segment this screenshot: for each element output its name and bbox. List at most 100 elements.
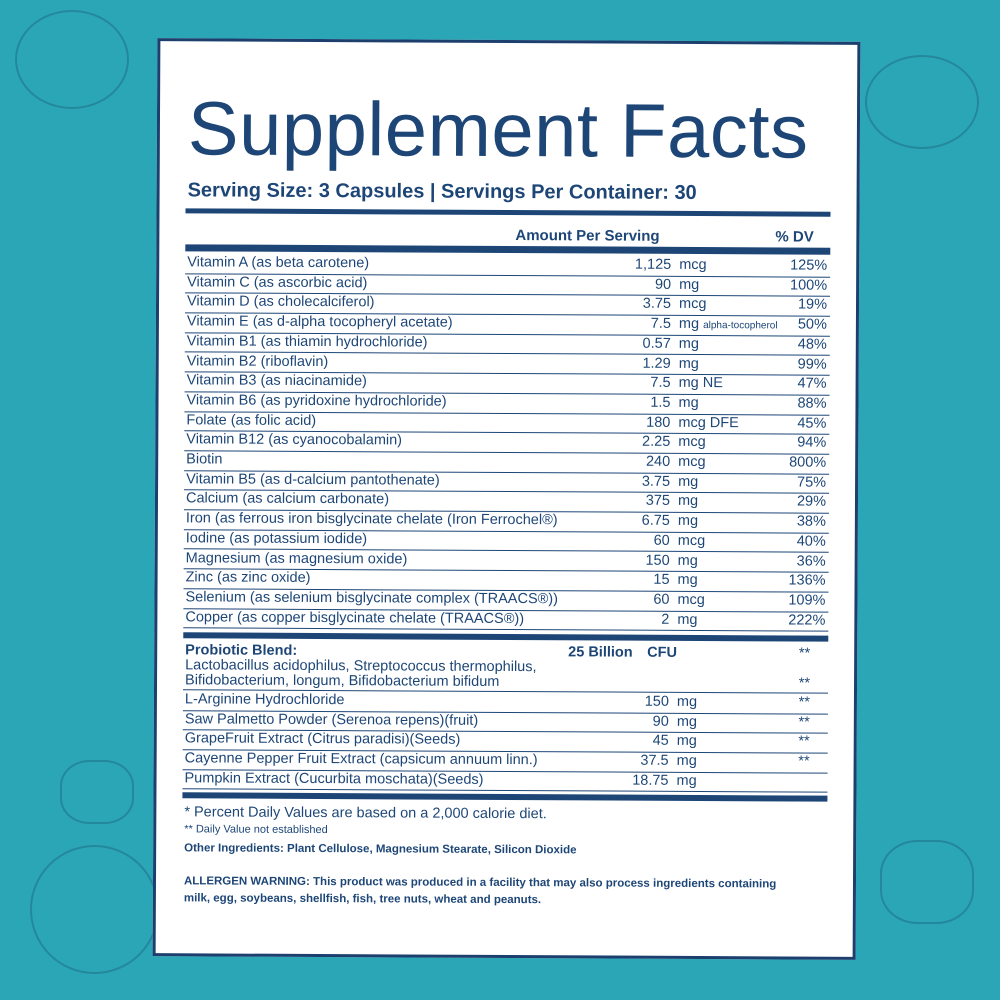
nutrient-amount: 1.29 bbox=[642, 355, 671, 372]
dv-header: % DV bbox=[775, 228, 814, 246]
nutrient-amount: 37.5 bbox=[640, 752, 669, 769]
nutrient-name: Saw Palmetto Powder (Serenoa repens)(fru… bbox=[184, 711, 479, 729]
nutrient-amount: 1.5 bbox=[650, 394, 671, 411]
unit-text: mg bbox=[678, 335, 700, 352]
unit-text: mcg bbox=[677, 591, 705, 608]
pumpkin-illustration-icon bbox=[15, 10, 129, 109]
nutrient-amount: 150 bbox=[645, 552, 670, 569]
nutrient-dv: 100% bbox=[789, 277, 828, 294]
nutrient-unit: mcg bbox=[679, 256, 707, 276]
nutrient-name: Folate (as folic acid) bbox=[186, 411, 317, 429]
unit-text: mg bbox=[676, 752, 697, 770]
nutrient-name: Vitamin B6 (as pyridoxine hydrochloride) bbox=[186, 392, 447, 410]
nutrient-amount: 180 bbox=[646, 414, 671, 431]
unit-text: mg bbox=[679, 276, 700, 293]
nutrient-unit: mg bbox=[677, 610, 697, 630]
divider bbox=[183, 632, 829, 642]
nutrient-unit: mg bbox=[678, 571, 698, 591]
nutrient-amount: 0.57 bbox=[642, 335, 671, 352]
unit-text: mg NE bbox=[678, 375, 723, 392]
nutrient-amount: 3.75 bbox=[642, 296, 672, 313]
nutrient-dv: 94% bbox=[797, 434, 827, 451]
nutrient-name: Magnesium (as magnesium oxide) bbox=[185, 549, 408, 567]
serving-info: Serving Size: 3 Capsules | Servings Per … bbox=[187, 179, 697, 204]
nutrient-dv: 75% bbox=[797, 474, 827, 491]
nutrient-dv: 36% bbox=[796, 553, 826, 570]
probiotic-amount: 25 Billion bbox=[568, 644, 633, 661]
unit-text: mg bbox=[678, 394, 699, 411]
nutrient-unit: mg bbox=[678, 394, 698, 414]
nutrient-name: Selenium (as selenium bisglycinate compl… bbox=[185, 589, 559, 608]
nutrient-unit: mg bbox=[678, 492, 698, 512]
unit-text: mg bbox=[676, 733, 697, 750]
nutrient-dv: ** bbox=[798, 694, 810, 711]
nutrient-amount: 1,125 bbox=[634, 256, 672, 273]
nutrient-unit: mg bbox=[677, 693, 697, 713]
nutrient-unit: mg bbox=[679, 335, 699, 355]
probiotic-unit: CFU bbox=[647, 644, 678, 661]
nutrient-amount: 18.75 bbox=[632, 772, 669, 789]
nutrient-dv: 29% bbox=[796, 493, 827, 511]
nutrient-dv: 40% bbox=[796, 533, 826, 550]
nutrient-unit: mg bbox=[678, 512, 698, 532]
unit-text: mg bbox=[677, 512, 699, 530]
nutrient-amount: 6.75 bbox=[641, 512, 670, 529]
pumpkin-illustration-icon bbox=[865, 55, 979, 149]
nutrient-dv: ** bbox=[798, 714, 810, 731]
nutrient-name: Vitamin B5 (as d-calcium pantothenate) bbox=[186, 471, 440, 489]
nutrient-name: GrapeFruit Extract (Citrus paradisi)(See… bbox=[184, 730, 461, 749]
nutrient-amount: 60 bbox=[653, 591, 670, 608]
vitamin-list: Vitamin A (as beta carotene) 1,125 mcg 1… bbox=[160, 41, 857, 632]
nutrient-amount: 90 bbox=[652, 713, 669, 730]
nutrient-amount: 60 bbox=[653, 532, 670, 549]
allergen-warning: milk, egg, soybeans, shellfish, fish, tr… bbox=[183, 892, 542, 907]
nutrient-dv: 136% bbox=[788, 572, 826, 589]
nutrient-amount: 240 bbox=[645, 453, 671, 470]
nutrient-unit: mg alpha-tocopherol bbox=[679, 315, 778, 336]
page-title: Supplement Facts bbox=[187, 86, 809, 175]
nutrient-unit: mg bbox=[678, 551, 698, 571]
nutrient-unit: mg NE bbox=[679, 374, 723, 394]
nutrient-amount: 45 bbox=[652, 733, 669, 750]
nutrient-name: Cayenne Pepper Fruit Extract (capsicum a… bbox=[184, 750, 538, 769]
unit-text: mg bbox=[676, 713, 698, 730]
unit-text: mcg bbox=[677, 532, 706, 549]
unit-text: mg bbox=[677, 493, 699, 510]
nutrient-dv: 47% bbox=[797, 375, 827, 392]
nutrient-name: Vitamin B2 (riboflavin) bbox=[186, 352, 329, 370]
nutrient-unit: mg bbox=[676, 772, 696, 792]
nutrient-amount: 7.5 bbox=[650, 315, 671, 332]
nutrient-name: Biotin bbox=[186, 451, 223, 468]
nutrient-name: Vitamin C (as ascorbic acid) bbox=[187, 274, 368, 291]
nutrient-name: Iron (as ferrous iron bisglycinate chela… bbox=[185, 510, 558, 529]
nutrient-name: Iodine (as potassium iodide) bbox=[185, 530, 368, 548]
nutrient-name: Zinc (as zinc oxide) bbox=[185, 569, 311, 587]
nutrient-unit: mg bbox=[678, 473, 698, 493]
nutrient-amount: 375 bbox=[645, 493, 671, 510]
nutrient-amount: 2.25 bbox=[642, 434, 671, 451]
nutrient-name: Copper (as copper bisglycinate chelate (… bbox=[185, 608, 525, 627]
other-ingredients: Other Ingredients: Plant Cellulose, Magn… bbox=[184, 842, 577, 857]
unit-text: mcg bbox=[678, 434, 706, 451]
nutrient-dv: 45% bbox=[797, 415, 827, 432]
unit-text: mcg bbox=[679, 256, 707, 274]
unit-text: mcg bbox=[678, 296, 707, 313]
nutrient-unit: mg bbox=[677, 752, 697, 772]
nutrient-unit: mg bbox=[679, 276, 699, 296]
nutrient-dv: 38% bbox=[796, 513, 826, 530]
nutrient-dv: 109% bbox=[788, 592, 826, 609]
unit-text: mg bbox=[676, 693, 698, 711]
probiotic-dv: ** bbox=[798, 645, 811, 662]
nutrient-dv: 19% bbox=[797, 296, 828, 314]
nutrient-unit: mcg bbox=[678, 433, 706, 453]
nutrient-name: Pumpkin Extract (Cucurbita moschata)(See… bbox=[184, 770, 484, 788]
nutrient-unit: mcg bbox=[678, 453, 706, 473]
nutrient-dv: 48% bbox=[797, 336, 827, 353]
unit-text: mg bbox=[677, 552, 698, 569]
nutrient-row: Copper (as copper bisglycinate chelate (… bbox=[183, 607, 829, 632]
nutrient-amount: 7.5 bbox=[650, 374, 671, 392]
nutrient-dv: 99% bbox=[797, 356, 827, 373]
nutrient-name: Vitamin B1 (as thiamin hydrochloride) bbox=[186, 333, 428, 351]
nutrient-name: Vitamin B12 (as cyanocobalamin) bbox=[186, 431, 403, 449]
probiotic-strains: Bifidobacterium, longum, Bifidobacterium… bbox=[185, 672, 500, 690]
